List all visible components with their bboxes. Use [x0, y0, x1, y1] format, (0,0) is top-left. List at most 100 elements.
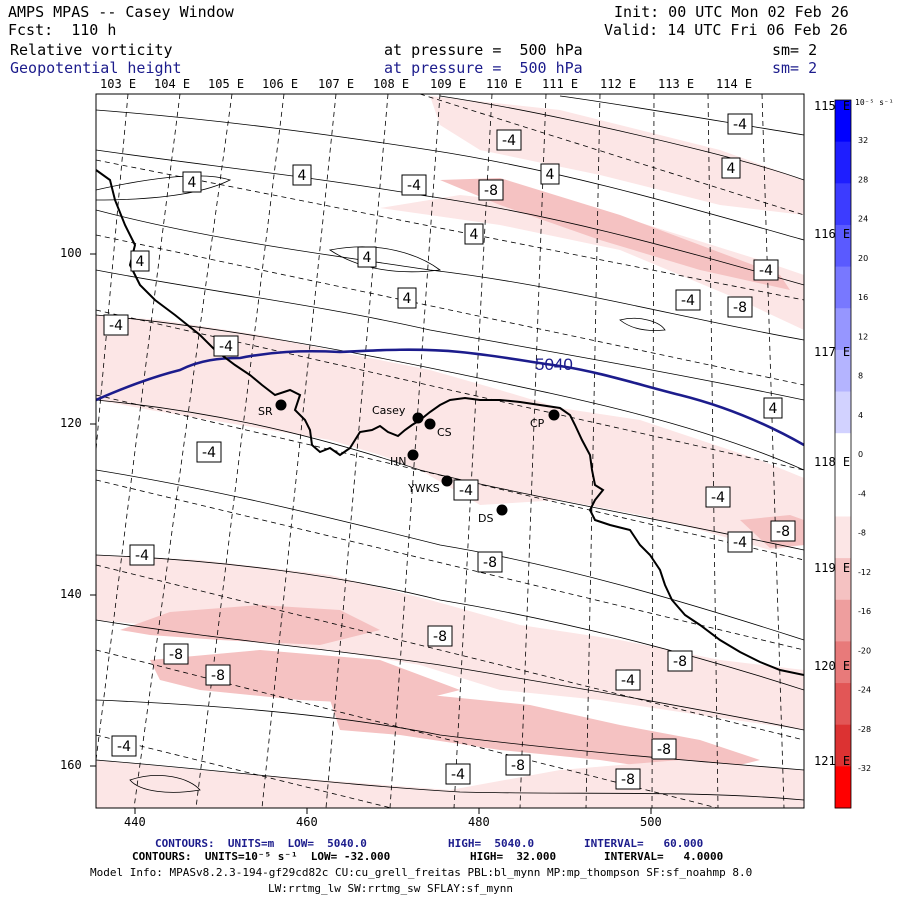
- y-tick-160: 160: [60, 758, 82, 772]
- svg-text:4: 4: [298, 168, 307, 184]
- geopotential-5040-label: 5040: [535, 355, 573, 374]
- svg-text:-4: -4: [202, 445, 216, 461]
- colorbar-tick-label: 4: [858, 411, 863, 420]
- svg-text:-4: -4: [135, 548, 149, 564]
- colorbar-tick-label: 0: [858, 450, 863, 459]
- contour-label: -8: [770, 520, 796, 542]
- valid-time: Valid: 14 UTC Fri 06 Feb 26: [604, 21, 848, 39]
- contour-label: -4: [213, 335, 239, 357]
- svg-text:4: 4: [769, 401, 778, 417]
- colorbar-segment: [835, 349, 851, 393]
- contour-label: -8: [163, 643, 189, 665]
- contour-label: -8: [478, 179, 504, 201]
- station-cs: CS: [424, 418, 452, 439]
- svg-text:-8: -8: [211, 668, 225, 684]
- colorbar-tick-label: -32: [858, 764, 871, 773]
- shade-band-main: [96, 315, 804, 550]
- lon-label-104: 104 E: [154, 77, 191, 91]
- contour-label: -4: [401, 174, 427, 196]
- colorbar-segment: [835, 433, 851, 476]
- longitude-lines: [96, 94, 804, 808]
- colorbar-segment: [835, 558, 851, 601]
- field1-name: Relative vorticity: [10, 41, 173, 59]
- colorbar-segment: [835, 599, 851, 642]
- svg-text:-8: -8: [484, 183, 498, 199]
- station-marker: [548, 409, 560, 421]
- svg-text:4: 4: [727, 161, 736, 177]
- contour-label: 4: [397, 287, 417, 309]
- lon-label-111: 111 E: [542, 77, 579, 91]
- field1-level: at pressure = 500 hPa: [384, 41, 583, 59]
- contour-label: -4: [675, 289, 701, 311]
- svg-text:4: 4: [403, 291, 412, 307]
- y-tick-100: 100: [60, 246, 82, 260]
- lon-label-115: 115 E: [814, 99, 851, 113]
- colorbar-tick-label: 12: [858, 332, 868, 341]
- contour-label: -4: [727, 113, 753, 135]
- colorbar-tick-label: 28: [858, 175, 868, 184]
- svg-text:-8: -8: [657, 742, 671, 758]
- colorbar-tick-label: -4: [858, 489, 866, 498]
- svg-text:-4: -4: [681, 293, 695, 309]
- station-casey: Casey: [372, 404, 424, 424]
- map-frame: [95, 93, 805, 809]
- colorbar-segment: [835, 391, 851, 434]
- svg-text:-8: -8: [483, 555, 497, 571]
- colorbar-tick-label: 32: [858, 136, 868, 145]
- svg-text:-8: -8: [776, 524, 790, 540]
- station-marker: [496, 504, 508, 516]
- lon-label-121: 121 E: [814, 754, 851, 768]
- contour-label: 4: [721, 157, 741, 179]
- colorbar-tick-label: 24: [858, 215, 868, 224]
- colorbar-tick-label: 20: [858, 254, 868, 263]
- station-label: CP: [530, 417, 545, 430]
- station-label: Casey: [372, 404, 406, 417]
- colorbar-tick-label: -28: [858, 725, 871, 734]
- contours-height-interval: INTERVAL= 60.000: [584, 837, 704, 850]
- colorbar-segment: [835, 100, 851, 143]
- x-tick-440: 440: [124, 815, 146, 829]
- colorbar-tick-label: -12: [858, 568, 871, 577]
- svg-text:-4: -4: [621, 673, 635, 689]
- contour-label: -4: [196, 441, 222, 463]
- svg-text:-4: -4: [407, 178, 421, 194]
- svg-text:-8: -8: [673, 654, 687, 670]
- station-marker: [441, 475, 453, 487]
- svg-text:-4: -4: [459, 483, 473, 499]
- contours-height-high: HIGH= 5040.0: [448, 837, 535, 850]
- contour-label: -4: [129, 544, 155, 566]
- colorbar-frame: [834, 99, 852, 809]
- lon-label-110: 110 E: [486, 77, 523, 91]
- station-marker: [275, 399, 287, 411]
- station-label: DS: [478, 512, 493, 525]
- lon-label-114: 114 E: [716, 77, 753, 91]
- contour-label: 4: [130, 250, 150, 272]
- stations: SR Casey CS CP HN YWKS DS: [258, 399, 560, 525]
- contour-label: -8: [205, 664, 231, 686]
- field2-level: at pressure = 500 hPa: [384, 59, 583, 77]
- colorbar-segment: [835, 183, 851, 226]
- contour-label: -4: [727, 531, 753, 553]
- colorbar-segment: [835, 141, 851, 184]
- model-info-line2: LW:rrtmg_lw SW:rrtmg_sw SFLAY:sf_mynn: [268, 882, 514, 895]
- colorbar-segment: [835, 516, 851, 559]
- colorbar-segment: [835, 724, 851, 767]
- x-tick-500: 500: [640, 815, 662, 829]
- lon-label-116: 116 E: [814, 227, 851, 241]
- field2-smoothing: sm= 2: [772, 59, 818, 77]
- svg-text:-8: -8: [511, 758, 525, 774]
- colorbar-tick-label: -8: [858, 529, 866, 538]
- station-sr: SR: [258, 399, 287, 418]
- contour-label: -4: [445, 763, 471, 785]
- lon-label-107: 107 E: [318, 77, 355, 91]
- colorbar-segment: [835, 766, 851, 809]
- svg-text:4: 4: [470, 227, 479, 243]
- svg-text:4: 4: [188, 175, 197, 191]
- contour-label: 4: [182, 171, 202, 193]
- colorbar-segment: [835, 266, 851, 309]
- station-hn: HN: [390, 449, 419, 468]
- y-tick-120: 120: [60, 416, 82, 430]
- svg-text:-4: -4: [117, 739, 131, 755]
- svg-text:-4: -4: [711, 490, 725, 506]
- contour-label: 4: [357, 246, 377, 268]
